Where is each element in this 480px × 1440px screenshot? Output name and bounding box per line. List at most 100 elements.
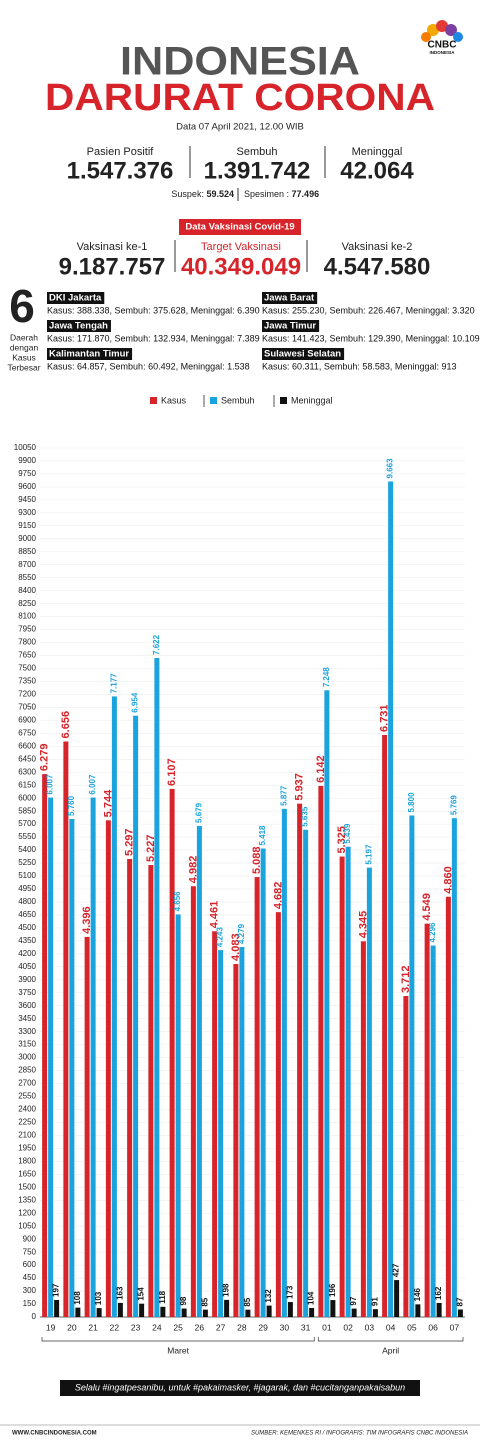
region-caption: Terbesar: [7, 362, 40, 372]
y-tick-label: 9750: [18, 469, 36, 478]
x-tick-label: 28: [237, 1322, 247, 1332]
region-text: Kasus: 60.311, Sembuh: 58.583, Meninggal…: [262, 361, 456, 371]
logo-petal: [436, 20, 448, 32]
y-tick-label: 2550: [18, 1092, 36, 1101]
region-name-box: [262, 348, 345, 360]
value-label: 197: [52, 1283, 61, 1297]
y-tick-label: 8550: [18, 573, 36, 582]
x-tick-label: 23: [131, 1322, 141, 1332]
y-tick-label: 6900: [18, 715, 36, 724]
region-name-box: [262, 292, 318, 304]
y-tick-label: 2850: [18, 1066, 36, 1075]
bar: [424, 923, 430, 1317]
group-bracket: [317, 1337, 464, 1342]
value-label: 6.007: [88, 774, 97, 795]
bar: [388, 481, 394, 1317]
y-tick-label: 2250: [18, 1118, 36, 1127]
x-tick-label: 01: [322, 1322, 332, 1332]
y-tick-label: 7500: [18, 664, 36, 673]
value-label: 198: [222, 1283, 231, 1297]
y-tick-label: 450: [23, 1273, 37, 1282]
bar: [245, 1309, 251, 1317]
value-label: 5.760: [67, 795, 76, 816]
value-label: 4.345: [357, 911, 369, 939]
logo-sub: INDONESIA: [429, 50, 455, 55]
bar: [90, 797, 96, 1317]
y-tick-label: 6150: [18, 780, 36, 789]
value-label: 5.937: [294, 773, 306, 801]
value-label: 5.418: [258, 825, 267, 846]
y-tick-label: 4800: [18, 897, 36, 906]
value-label: 6.142: [315, 755, 327, 783]
x-tick-label: 03: [365, 1322, 375, 1332]
x-tick-label: 27: [216, 1322, 226, 1332]
y-tick-label: 4950: [18, 884, 36, 893]
y-tick-label: 7200: [18, 690, 36, 699]
bar: [233, 963, 239, 1317]
bar: [297, 803, 303, 1317]
region-caption: Daerah: [10, 332, 38, 342]
value-label: 427: [392, 1263, 401, 1277]
region-text: Kasus: 141.423, Sembuh: 129.390, Meningg…: [262, 333, 480, 343]
y-tick-label: 5850: [18, 806, 36, 815]
logo-petal: [427, 24, 439, 36]
value-label: 5.297: [124, 828, 136, 856]
extra-label: Suspek:: [171, 189, 204, 199]
slogan-box: [60, 1380, 420, 1396]
region-name-box: [47, 320, 111, 332]
legend-swatch: [280, 397, 287, 404]
y-tick-label: 6300: [18, 767, 36, 776]
value-label: 154: [137, 1287, 146, 1301]
y-tick-label: 3000: [18, 1053, 36, 1062]
extra-value: 59.524: [206, 189, 234, 199]
stat-label: Pasien Positif: [87, 146, 155, 158]
legend-swatch: [210, 397, 217, 404]
y-tick-label: 3900: [18, 975, 36, 984]
value-label: 162: [434, 1286, 443, 1300]
bar: [105, 820, 111, 1317]
region-name: Sulawesi Selatan: [264, 349, 341, 360]
y-tick-label: 9900: [18, 456, 36, 465]
bar: [415, 1304, 421, 1317]
value-label: 108: [73, 1291, 82, 1305]
x-tick-label: 05: [407, 1322, 417, 1332]
y-tick-label: 9300: [18, 508, 36, 517]
region-text: Kasus: 64.857, Sembuh: 60.492, Meninggal…: [47, 361, 250, 371]
value-label: 91: [370, 1297, 379, 1306]
vaccine-value: 40.349.049: [181, 253, 301, 280]
extra-stat: Suspek: 59.524: [171, 189, 234, 199]
y-tick-label: 900: [23, 1234, 37, 1243]
group-bracket: [41, 1337, 315, 1342]
bar: [84, 936, 90, 1317]
value-label: 98: [179, 1296, 188, 1305]
stat-value: 1.391.742: [204, 157, 311, 184]
vaccine-value: 9.187.757: [59, 253, 166, 280]
y-tick-label: 8250: [18, 599, 36, 608]
y-tick-label: 9450: [18, 495, 36, 504]
value-label: 87: [455, 1297, 464, 1306]
vaccine-value: 4.547.580: [324, 253, 431, 280]
y-tick-label: 5550: [18, 832, 36, 841]
region-name: Jawa Barat: [264, 293, 315, 304]
bar: [436, 1302, 442, 1317]
site: WWW.CNBCINDONESIA.COM: [12, 1431, 97, 1437]
group-label: April: [382, 1345, 399, 1355]
slogan: Selalu #ingatpesanibu, untuk #pakaimaske…: [75, 1382, 405, 1392]
y-tick-label: 8850: [18, 547, 36, 556]
bar: [309, 1308, 315, 1317]
value-label: 4.682: [272, 882, 284, 910]
legend-label: Kasus: [161, 395, 187, 405]
bar: [202, 1309, 208, 1317]
bar: [318, 785, 324, 1317]
value-label: 7.177: [109, 673, 118, 694]
value-label: 104: [307, 1291, 316, 1305]
stat-value: 42.064: [340, 157, 414, 184]
value-label: 4.656: [173, 891, 182, 912]
value-label: 173: [285, 1285, 294, 1299]
bar: [69, 818, 75, 1317]
bar: [212, 931, 218, 1317]
bar: [117, 1302, 123, 1317]
stat-label: Sembuh: [237, 146, 278, 158]
